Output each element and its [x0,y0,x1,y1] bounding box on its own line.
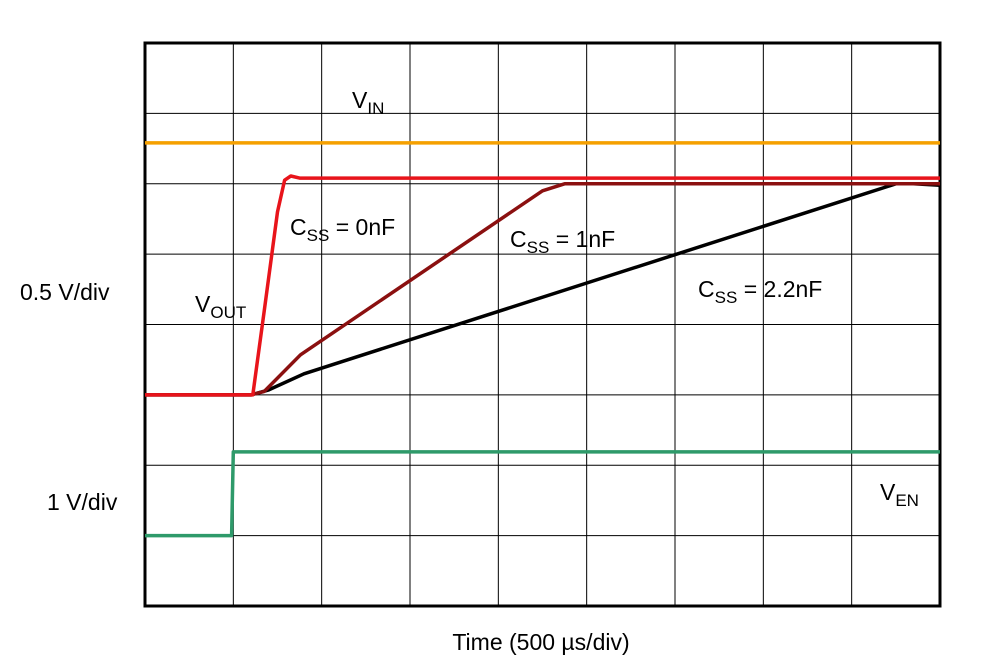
label-main: C [290,214,307,240]
label-main: V [880,479,896,505]
trace [145,450,940,538]
label-rest: = 1nF [549,226,615,252]
label-main: V [352,87,368,113]
trace-label: VEN [880,479,919,510]
label-main: V [195,291,211,317]
label-rest: = 0nF [329,214,395,240]
label-main: C [510,226,527,252]
label-rest: = 2.2nF [737,276,822,302]
trace-label: VOUT [195,291,246,322]
label-sub: SS [715,288,738,307]
y-axis-label: 0.5 V/div [20,279,110,305]
label-sub: SS [307,226,330,245]
x-axis-label: Time (500 µs/div) [452,629,629,655]
trace-label: CSS = 2.2nF [698,276,822,307]
y-axis-label: 1 V/div [47,489,118,515]
label-sub: OUT [210,303,246,322]
label-sub: EN [895,491,919,510]
label-sub: SS [527,238,550,257]
trace-label: CSS = 0nF [290,214,395,245]
trace-label: VIN [352,87,384,118]
label-sub: IN [367,99,384,118]
label-main: C [698,276,715,302]
plot-frame [143,41,942,608]
trace-label: CSS = 1nF [510,226,615,257]
trace [145,174,940,397]
